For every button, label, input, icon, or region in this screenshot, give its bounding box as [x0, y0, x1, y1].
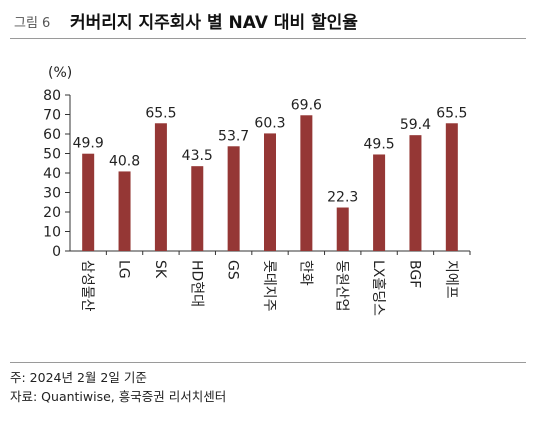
bar — [409, 135, 422, 251]
x-category-label: BGF — [406, 260, 422, 288]
y-axis-unit-label: (%) — [48, 65, 72, 81]
bar-value-label: 65.5 — [436, 105, 467, 121]
bar-value-label: 59.4 — [400, 117, 431, 133]
x-category-label: HD현대 — [188, 260, 204, 307]
x-category-label: LG — [116, 260, 132, 279]
bar — [264, 133, 276, 251]
bar-value-label: 53.7 — [218, 128, 249, 144]
y-tick-label: 30 — [43, 186, 61, 202]
bar — [227, 146, 240, 251]
bar — [445, 123, 458, 251]
bar — [191, 166, 204, 251]
y-tick-label: 50 — [43, 147, 61, 163]
y-tick-label: 0 — [52, 244, 61, 260]
y-tick-label: 70 — [43, 108, 61, 124]
x-category-label: 지에프 — [443, 260, 459, 299]
bar-value-label: 40.8 — [109, 153, 140, 169]
bar — [154, 123, 167, 251]
x-category-label: 동원산업 — [334, 260, 350, 312]
figure-title: 커버리지 지주회사 별 NAV 대비 할인율 — [70, 13, 358, 33]
bar — [373, 154, 386, 251]
bar-value-label: 49.9 — [73, 136, 104, 152]
x-category-label: SK — [152, 260, 168, 279]
bar-value-label: 65.5 — [145, 105, 176, 121]
x-category-label: LX홀딩스 — [370, 260, 386, 316]
bar — [336, 207, 349, 251]
y-tick-label: 20 — [43, 205, 61, 221]
y-tick-label: 40 — [43, 166, 61, 182]
footnote: 주: 2024년 2월 2일 기준 — [10, 370, 147, 385]
bar-value-label: 69.6 — [291, 97, 322, 113]
y-tick-label: 60 — [43, 127, 61, 143]
bar — [300, 115, 313, 251]
figure-label: 그림 6 — [14, 16, 51, 31]
x-category-label: 롯데지주 — [261, 260, 277, 312]
bar-value-label: 49.5 — [364, 136, 395, 152]
bar-value-label: 43.5 — [182, 148, 213, 164]
source-note: 자료: Quantiwise, 흥국증권 리서치센터 — [10, 389, 227, 404]
top-divider — [10, 38, 526, 39]
y-tick-label: 10 — [43, 225, 61, 241]
bar — [82, 153, 95, 251]
figure-header: 그림 6 커버리지 지주회사 별 NAV 대비 할인율 — [0, 0, 536, 40]
bar-chart: (%) 0 10 20 30 40 50 60 70 80 49.9 삼성물산 40.8 LG 65.5 SK… — [43, 65, 471, 316]
x-category-label: GS — [225, 260, 241, 280]
x-category-label: 한화 — [297, 260, 313, 286]
bar-value-label: 60.3 — [254, 115, 285, 131]
bottom-divider — [10, 362, 526, 363]
y-tick-label: 80 — [43, 88, 61, 104]
bar — [118, 171, 131, 251]
figure-footer: 주: 2024년 2월 2일 기준 자료: Quantiwise, 흥국증권 리… — [10, 368, 226, 406]
x-category-label: 삼성물산 — [79, 260, 95, 312]
bar-value-label: 22.3 — [327, 190, 358, 206]
